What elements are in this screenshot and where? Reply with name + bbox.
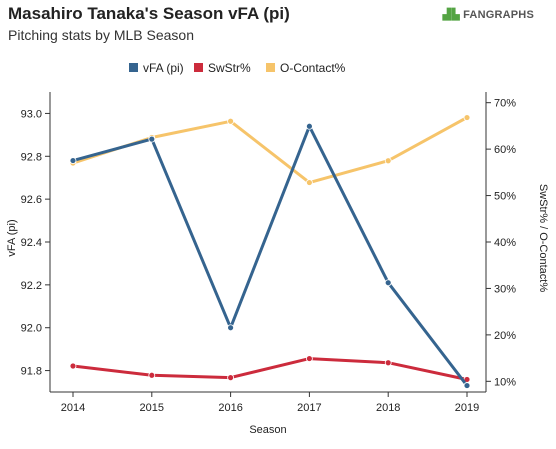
x-tick-label: 2018	[376, 402, 400, 414]
x-tick-label: 2014	[61, 402, 85, 414]
x-tick-label: 2016	[218, 402, 242, 414]
y-tick-label: 92.0	[21, 323, 42, 335]
data-point-o-contact[interactable]	[384, 157, 392, 165]
y2-tick-label: 40%	[494, 237, 516, 249]
x-tick-label: 2015	[140, 402, 164, 414]
legend-label-o-contact[interactable]: O-Contact%	[280, 61, 346, 75]
series-line-vfa-pi	[72, 124, 469, 387]
data-point-vfa-pi[interactable]	[148, 135, 156, 143]
series-line-o-contact	[72, 116, 468, 185]
y2-tick-label: 10%	[494, 376, 516, 388]
data-point-vfa-pi[interactable]	[227, 324, 235, 332]
data-point-swstr[interactable]	[69, 362, 77, 370]
y2-tick-label: 70%	[494, 98, 516, 110]
y-tick-label: 92.6	[21, 194, 42, 206]
chart-subtitle: Pitching stats by MLB Season	[8, 27, 194, 43]
data-point-swstr[interactable]	[148, 371, 156, 379]
fangraphs-logo: ▟▙ FANGRAPHS	[443, 8, 534, 21]
y2-tick-label: 50%	[494, 191, 516, 203]
y-tick-label: 92.4	[21, 237, 42, 249]
y2-tick-label: 30%	[494, 283, 516, 295]
data-point-vfa-pi[interactable]	[463, 382, 471, 389]
legend: vFA (pi) SwStr% O-Contact%	[129, 61, 346, 75]
data-point-swstr[interactable]	[384, 359, 392, 367]
x-tick-label: 2017	[297, 402, 321, 414]
legend-swatch-vfa-pi	[129, 63, 138, 72]
data-point-o-contact[interactable]	[463, 114, 471, 121]
series-line-swstr	[72, 357, 468, 381]
legend-swatch-o-contact	[266, 63, 275, 72]
x-tick-label: 2019	[455, 402, 479, 414]
legend-label-swstr[interactable]: SwStr%	[208, 61, 251, 75]
data-point-vfa-pi[interactable]	[384, 279, 392, 287]
legend-label-vfa-pi[interactable]: vFA (pi)	[143, 61, 184, 75]
chart-series	[69, 114, 471, 389]
y-axis-title: vFA (pi)	[6, 219, 18, 256]
y2-tick-label: 20%	[494, 330, 516, 342]
data-point-swstr[interactable]	[227, 374, 235, 382]
x-axis-title: Season	[249, 424, 286, 436]
logo-text: FANGRAPHS	[463, 9, 534, 21]
y2-axis-title: SwStr% / O-Contact%	[537, 184, 549, 292]
data-point-vfa-pi[interactable]	[69, 157, 77, 164]
y-tick-label: 93.0	[21, 108, 42, 120]
data-point-o-contact[interactable]	[305, 179, 313, 186]
y-tick-label: 91.8	[21, 366, 42, 378]
legend-swatch-swstr	[194, 63, 203, 72]
y2-tick-label: 60%	[494, 144, 516, 156]
y-tick-label: 92.8	[21, 151, 42, 163]
data-point-swstr[interactable]	[305, 355, 313, 362]
chart-title: Masahiro Tanaka's Season vFA (pi)	[8, 4, 290, 23]
logo-mark-icon: ▟▙	[442, 9, 464, 21]
data-point-o-contact[interactable]	[227, 117, 235, 125]
chart-axes: 91.8 92.0 92.2 92.4 92.6 92.8 93.0 10% 20% 30% 40%…	[21, 92, 516, 414]
data-point-vfa-pi[interactable]	[305, 122, 313, 130]
y-tick-label: 92.2	[21, 280, 42, 292]
